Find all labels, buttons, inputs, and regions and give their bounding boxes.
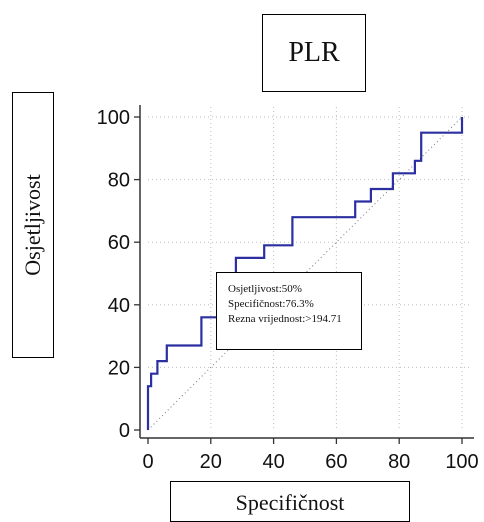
- title-box: PLR: [262, 14, 366, 92]
- roc-curve-line: [146, 117, 464, 430]
- x-tick-label-60: 60: [325, 451, 347, 473]
- y-axis-label: Osjetljivost: [20, 174, 45, 276]
- annotation-sensitivity: Osjetljivost:50%: [228, 283, 302, 295]
- x-tick-label-40: 40: [262, 451, 284, 473]
- chart-title: PLR: [288, 37, 340, 68]
- x-axis-label: Specifičnost: [235, 490, 345, 515]
- x-tick-label-0: 0: [142, 451, 153, 473]
- annotation-box: Osjetljivost:50% Specifičnost:76.3% Rezn…: [216, 272, 362, 350]
- tick-labels: 0 20 40 60 80 100 0 20 40 60 80 100: [97, 107, 479, 473]
- y-tick-label-80: 80: [108, 170, 130, 192]
- y-axis-label-box: Osjetljivost: [12, 92, 54, 358]
- annotation-specificity: Specifičnost:76.3%: [228, 298, 314, 310]
- y-tick-label-20: 20: [108, 357, 130, 379]
- annotation-cutoff: Rezna vrijednost:>194.71: [228, 313, 342, 325]
- x-tick-label-20: 20: [200, 451, 222, 473]
- x-tick-label-80: 80: [388, 451, 410, 473]
- y-tick-label-60: 60: [108, 232, 130, 254]
- y-tick-label-0: 0: [119, 420, 130, 442]
- x-tick-label-100: 100: [445, 451, 478, 473]
- axes: [134, 105, 474, 444]
- y-tick-label-100: 100: [97, 107, 130, 129]
- y-tick-label-40: 40: [108, 295, 130, 317]
- x-axis-label-box: Specifičnost: [170, 481, 410, 522]
